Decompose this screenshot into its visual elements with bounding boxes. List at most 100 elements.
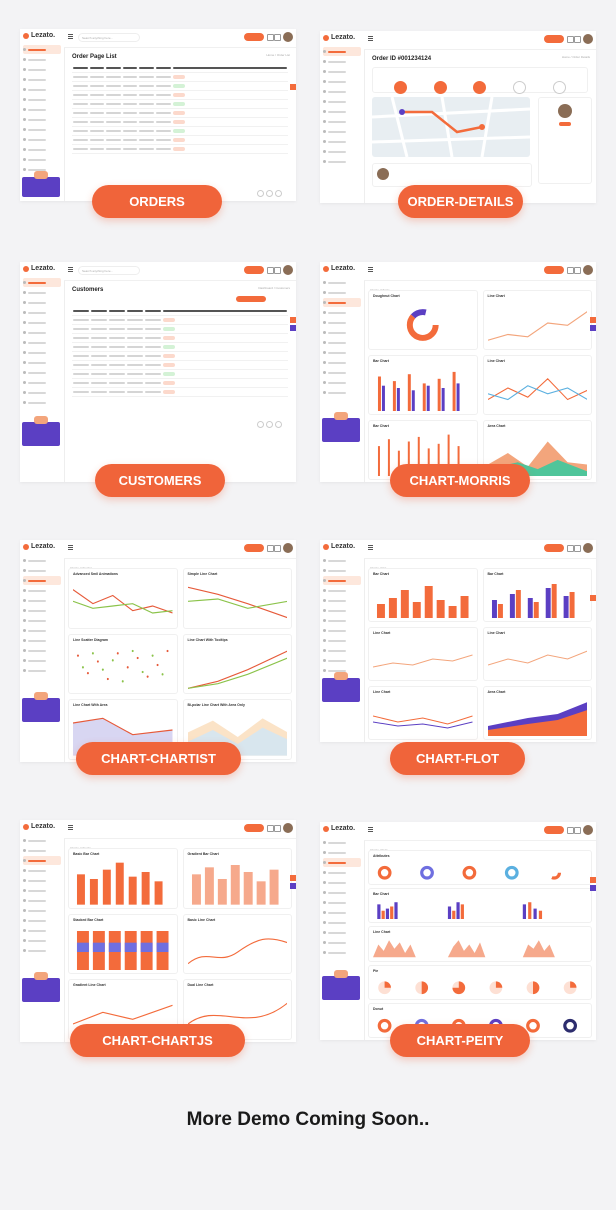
mail-icon[interactable] [574,545,581,552]
header-button[interactable] [244,544,264,552]
chart-panel: Line Chart [482,290,592,350]
sidebar: Lezato. [320,31,365,203]
chart-panel: Doughnut Chart [368,290,478,350]
pagination[interactable] [257,421,282,428]
table-row[interactable] [72,144,288,154]
pagination[interactable] [257,190,282,197]
customers-label[interactable]: CUSTOMERS [95,464,225,497]
bell-icon[interactable] [267,825,274,832]
order-details-label[interactable]: ORDER-DETAILS [398,185,523,218]
mail-icon[interactable] [274,267,281,274]
chart-chartist-label[interactable]: CHART-CHARTIST [76,742,241,775]
mail-icon[interactable] [274,545,281,552]
header-button[interactable] [544,826,564,834]
mail-icon[interactable] [574,267,581,274]
table-row[interactable] [72,324,288,334]
search-input[interactable]: Search anything here... [78,266,140,275]
breadcrumb: Home / Order Details [561,55,590,59]
preview-order-details[interactable]: Lezato. Order ID #001234124 Home / Order… [320,31,596,203]
menu-icon[interactable] [68,547,73,548]
settings-icon[interactable] [590,317,596,323]
menu-icon[interactable] [68,269,73,270]
menu-icon[interactable] [368,269,373,270]
table-row[interactable] [72,90,288,100]
avatar[interactable] [283,823,293,833]
top-bar [364,262,596,281]
settings-icon[interactable] [290,84,296,90]
menu-icon[interactable] [68,827,73,828]
chart-panel: Simple Line Chart [182,568,292,629]
settings-icon[interactable] [590,877,596,883]
table-row[interactable] [72,333,288,343]
table-row[interactable] [72,108,288,118]
chart-flot-label[interactable]: CHART-FLOT [390,742,525,775]
avatar[interactable] [283,543,293,553]
bell-icon[interactable] [267,267,274,274]
preview-chart-flot[interactable]: Lezato. Charts / Flot Bar Chart Bar Char… [320,540,596,742]
menu-icon[interactable] [368,38,373,39]
menu-icon[interactable] [68,36,73,37]
search-input[interactable]: Search anything here... [78,33,140,42]
header-button[interactable] [544,266,564,274]
mail-icon[interactable] [274,34,281,41]
avatar[interactable] [583,265,593,275]
theme-icon[interactable] [290,325,296,331]
table-row[interactable] [72,315,288,325]
table-row[interactable] [72,135,288,145]
menu-icon[interactable] [368,547,373,548]
settings-icon[interactable] [290,317,296,323]
header-button[interactable] [244,33,264,41]
bell-icon[interactable] [267,34,274,41]
bell-icon[interactable] [567,36,574,43]
preview-chart-peity[interactable]: Lezato. Charts / Peity Attributes Bar Ch… [320,822,596,1040]
table-row[interactable] [72,369,288,379]
theme-icon[interactable] [590,885,596,891]
chart-panel: Line Chart [482,355,592,415]
preview-chart-morris[interactable]: Lezato. Charts / Morris Doughnut Chart L… [320,262,596,482]
table-row[interactable] [72,351,288,361]
header-button[interactable] [244,824,264,832]
filter-button[interactable] [236,296,266,302]
preview-chart-chartjs[interactable]: Lezato. Charts / Chartjs Basic Bar Chart… [20,820,296,1042]
preview-orders[interactable]: Lezato. Search anything here... Order Pa… [20,29,296,201]
table-row[interactable] [72,378,288,388]
table-row[interactable] [72,117,288,127]
header-button[interactable] [244,266,264,274]
mail-icon[interactable] [574,827,581,834]
chart-grid: Advanced Smil Animations Simple Line Cha… [68,568,292,760]
theme-icon[interactable] [290,883,296,889]
table-row[interactable] [72,99,288,109]
settings-icon[interactable] [590,595,596,601]
avatar[interactable] [583,543,593,553]
table-row[interactable] [72,72,288,82]
mail-icon[interactable] [274,825,281,832]
chart-peity-label[interactable]: CHART-PEITY [390,1024,530,1057]
preview-chart-chartist[interactable]: Lezato. Charts / Chartist Advanced Smil … [20,540,296,762]
mail-icon[interactable] [574,36,581,43]
bell-icon[interactable] [567,545,574,552]
menu-icon[interactable] [368,829,373,830]
avatar[interactable] [283,265,293,275]
header-button[interactable] [544,544,564,552]
avatar[interactable] [583,825,593,835]
bell-icon[interactable] [267,545,274,552]
settings-icon[interactable] [290,875,296,881]
bell-icon[interactable] [567,827,574,834]
logo: Lezato. [23,265,64,272]
bell-icon[interactable] [567,267,574,274]
header-button[interactable] [544,35,564,43]
avatar[interactable] [583,34,593,44]
orders-label[interactable]: ORDERS [92,185,222,218]
table-row[interactable] [72,342,288,352]
chart-chartjs-label[interactable]: CHART-CHARTJS [70,1024,245,1057]
delivery-map[interactable] [372,97,530,157]
table-row[interactable] [72,360,288,370]
preview-customers[interactable]: Lezato. Search anything here... Customer… [20,262,296,482]
table-row[interactable] [72,387,288,397]
courier-info [372,163,532,187]
table-row[interactable] [72,126,288,136]
table-row[interactable] [72,81,288,91]
chart-morris-label[interactable]: CHART-MORRIS [390,464,530,497]
theme-icon[interactable] [590,325,596,331]
avatar[interactable] [283,32,293,42]
